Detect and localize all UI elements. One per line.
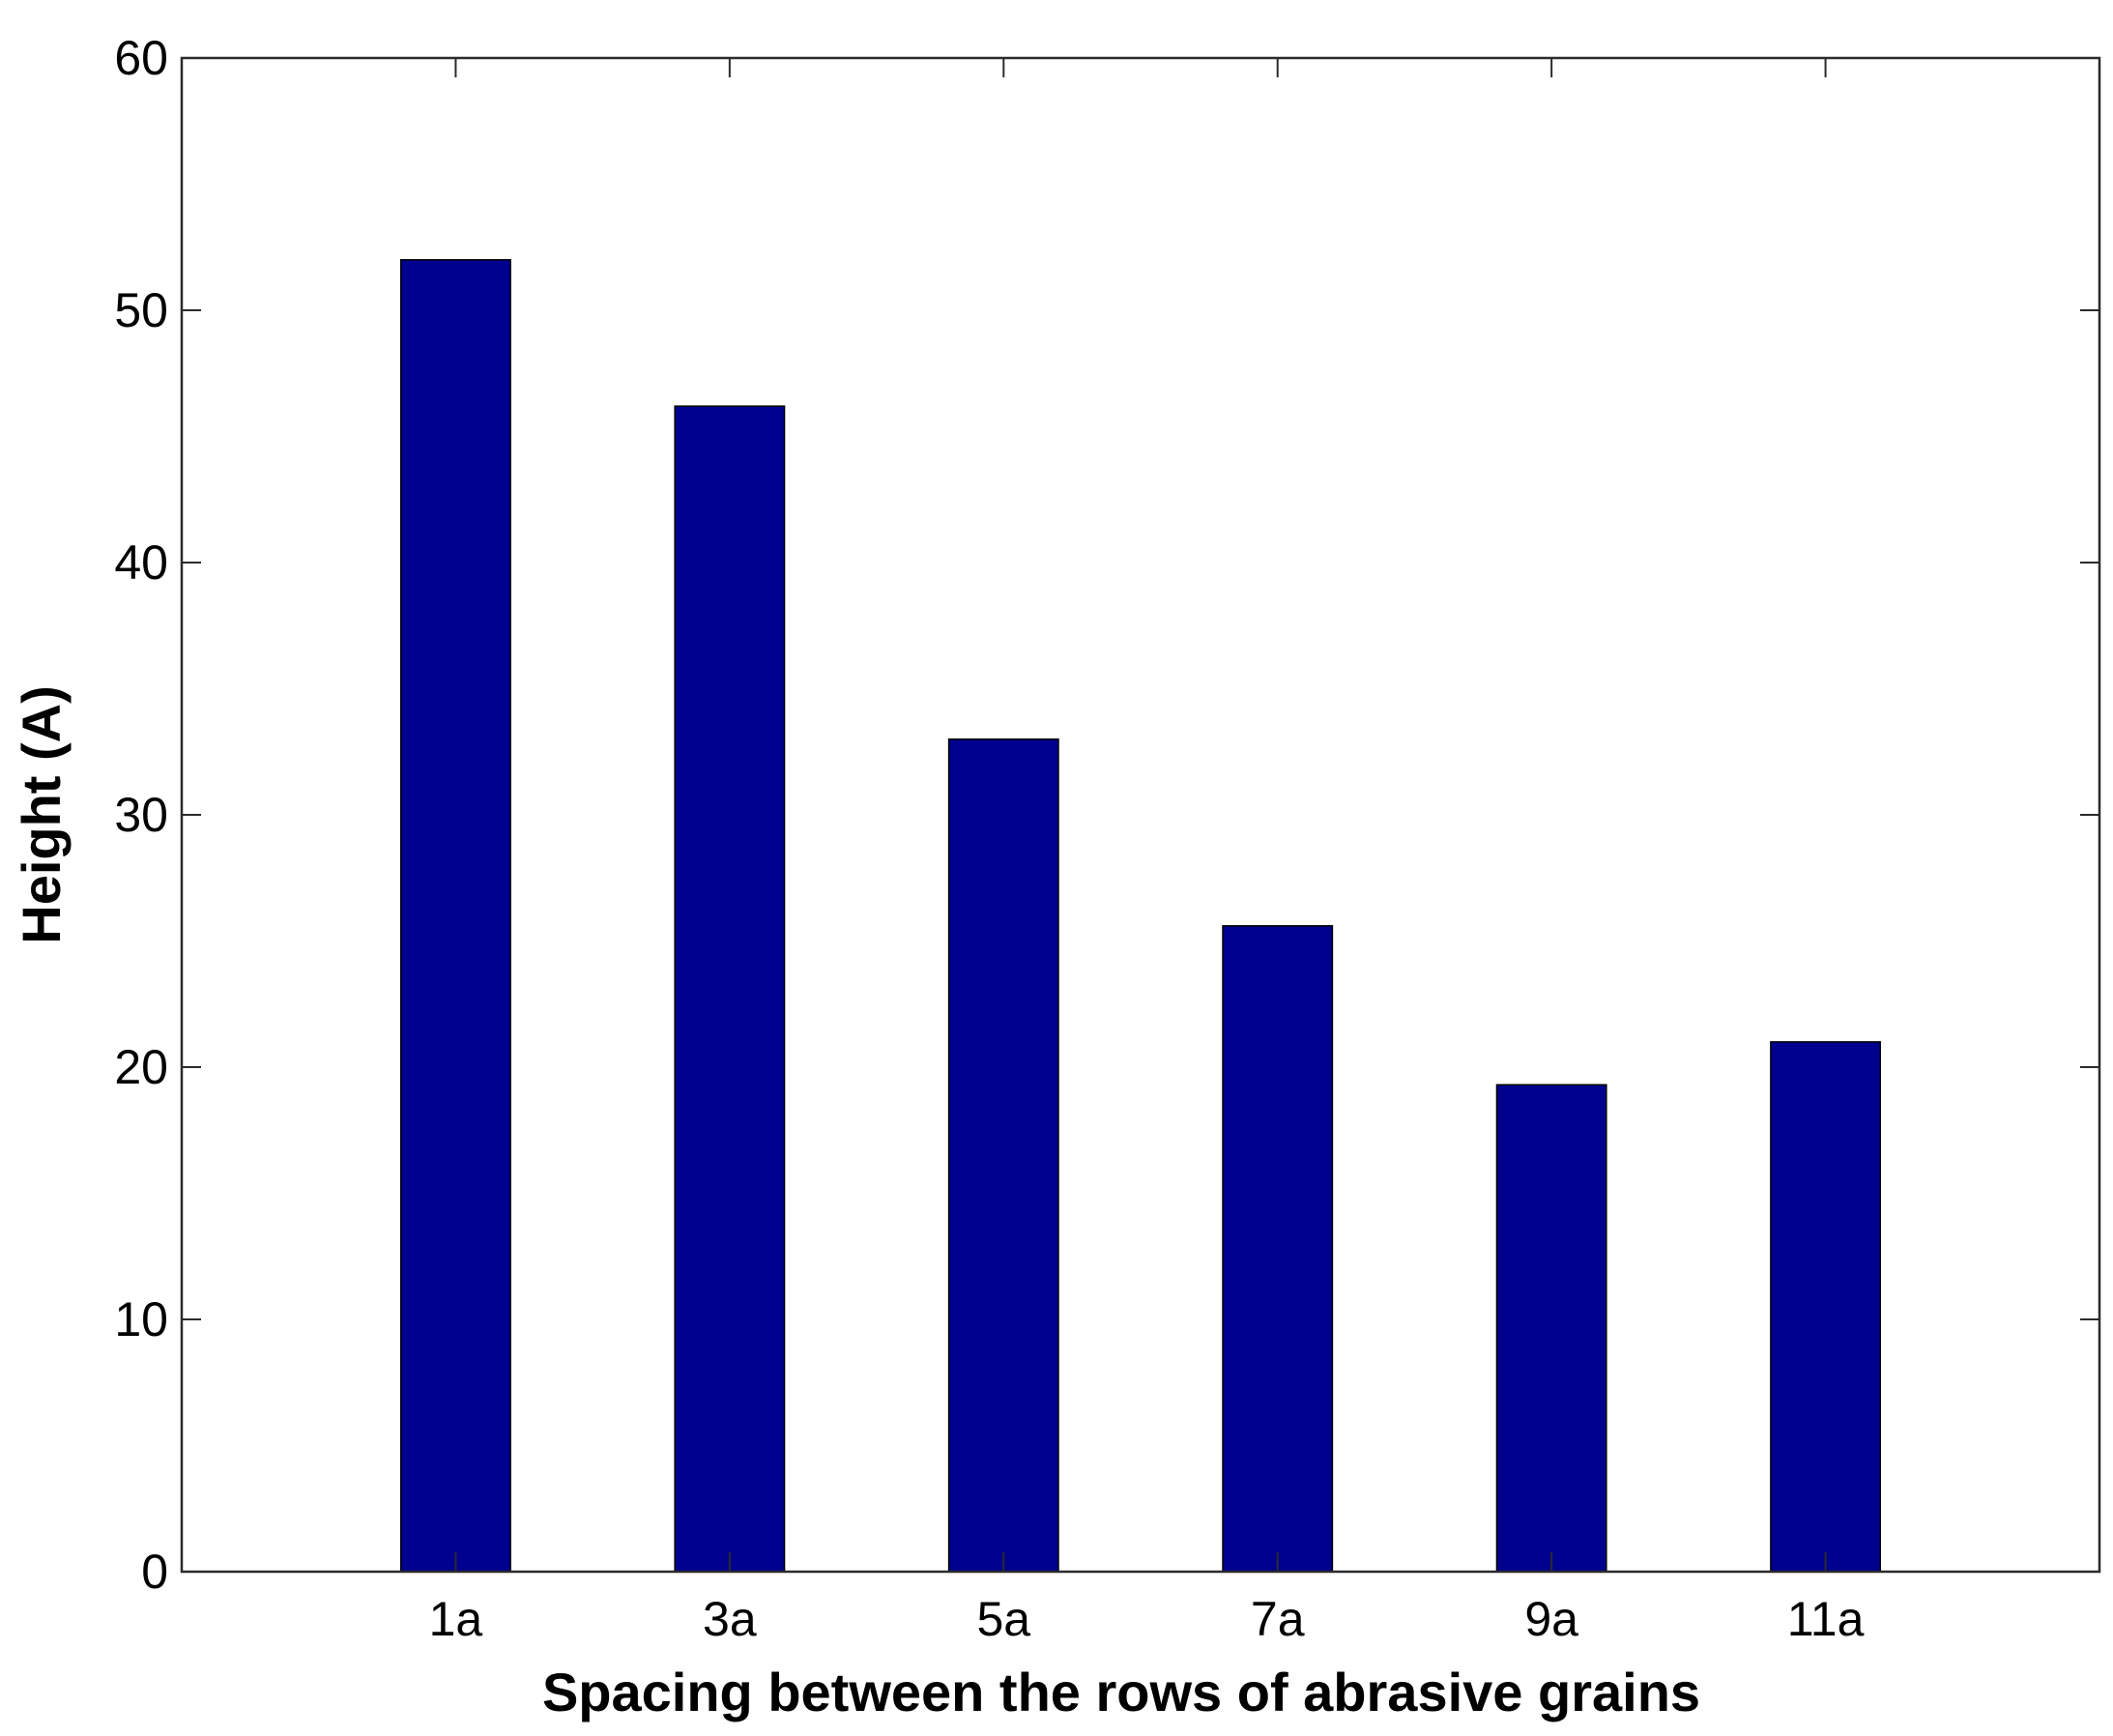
bar-11a	[1770, 1041, 1882, 1573]
bar-1a	[399, 259, 511, 1573]
x-tick-label-11a: 11a	[1787, 1592, 1865, 1646]
tick-labels-group: 0 10 20 30 40 50 60 1a 3a 5a 7a 9a 11a	[114, 31, 1864, 1646]
x-tick-label-5a: 5a	[976, 1592, 1030, 1646]
x-tick-label-3a: 3a	[703, 1592, 757, 1646]
x-axis-title: Spacing between the rows of abrasive gra…	[542, 1662, 1700, 1722]
bars-group	[399, 259, 1882, 1573]
x-tick-label-9a: 9a	[1524, 1592, 1578, 1646]
axes-frame	[180, 56, 2101, 1574]
x-tick-label-1a: 1a	[429, 1592, 483, 1646]
bar-9a	[1495, 1084, 1607, 1573]
y-tick-label-20: 20	[114, 1040, 168, 1094]
bar-5a	[947, 738, 1059, 1573]
y-tick-label-0: 0	[141, 1545, 168, 1599]
y-tick-label-10: 10	[114, 1292, 168, 1346]
y-axis-title: Height (A)	[11, 685, 72, 944]
bar-3a	[674, 405, 786, 1573]
y-tick-label-50: 50	[114, 283, 168, 337]
x-tick-label-7a: 7a	[1251, 1592, 1305, 1646]
y-tick-label-30: 30	[114, 788, 168, 842]
y-tick-label-40: 40	[114, 535, 168, 590]
bar-7a	[1222, 925, 1334, 1573]
y-tick-label-60: 60	[114, 31, 168, 85]
